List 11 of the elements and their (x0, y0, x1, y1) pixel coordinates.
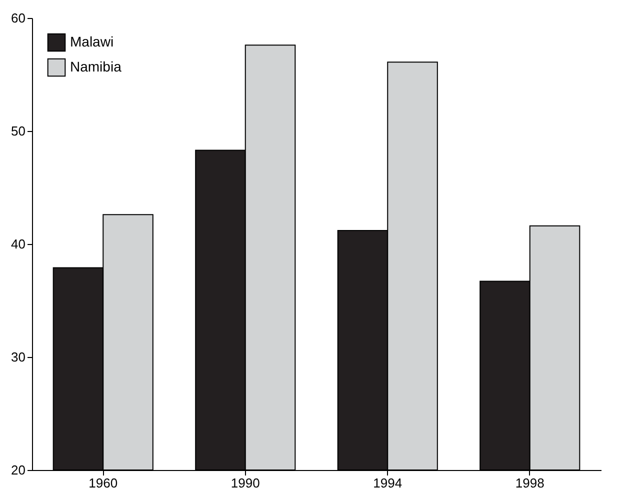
legend-label: Malawi (70, 34, 114, 50)
y-tick-label: 60 (11, 10, 26, 26)
x-tick-label: 1990 (230, 476, 260, 490)
x-tick-label: 1994 (373, 476, 402, 490)
x-tick-label: 1960 (88, 476, 118, 490)
y-tick-label: 20 (11, 462, 26, 478)
x-tick-label: 1998 (515, 476, 544, 490)
legend-label: Namibia (70, 58, 122, 74)
y-tick-label: 50 (11, 124, 26, 138)
y-tick-label: 40 (11, 236, 26, 252)
y-tick-label: 30 (11, 350, 26, 364)
